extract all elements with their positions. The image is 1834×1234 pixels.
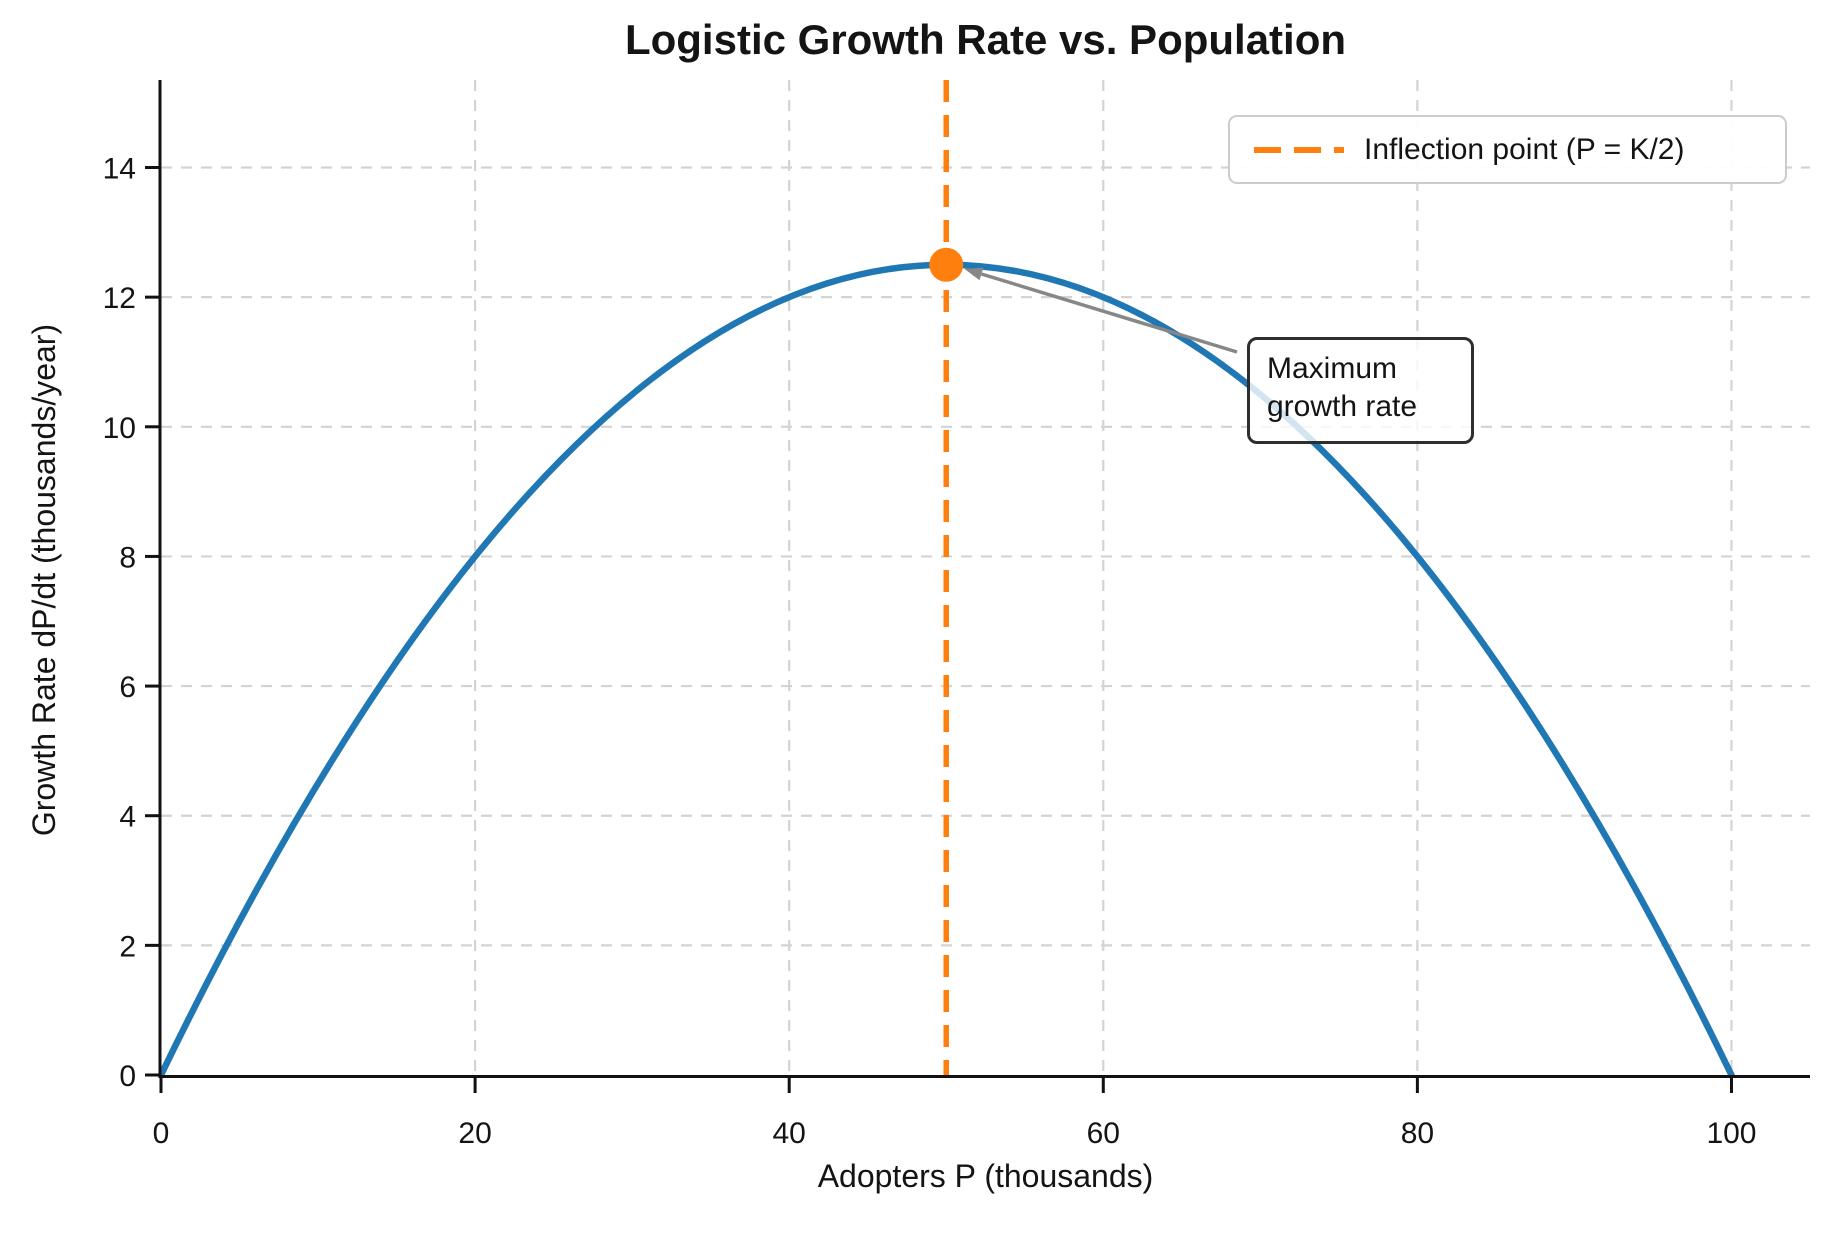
y-tick-label: 4 [119, 801, 136, 834]
y-tick-label: 12 [103, 282, 136, 315]
y-tick-label: 6 [119, 671, 136, 704]
x-tick-label: 0 [153, 1117, 170, 1150]
x-tick-label: 80 [1401, 1117, 1434, 1150]
legend-dashed-line-sample [1254, 146, 1344, 153]
y-tick-label: 0 [119, 1060, 136, 1093]
inflection-point-marker [929, 247, 964, 282]
y-axis-label: Growth Rate dP/dt (thousands/year) [26, 323, 62, 837]
y-tick-label: 2 [119, 930, 136, 963]
y-tick-label: 10 [103, 412, 136, 445]
annotation-box: Maximum growth rate [1247, 337, 1474, 444]
growth-rate-curve [157, 261, 1735, 1079]
x-tick-label: 100 [1706, 1117, 1756, 1150]
annotation-arrow-line [980, 272, 1238, 354]
annotation-line-2: growth rate [1267, 390, 1418, 423]
chart-title: Logistic Growth Rate vs. Population [624, 16, 1347, 63]
annotation-arrow-head [964, 267, 984, 281]
x-tick-label: 60 [1087, 1117, 1120, 1150]
legend-label: Inflection point (P = K/2) [1364, 132, 1685, 166]
x-axis-label: Adopters P (thousands) [817, 1158, 1154, 1194]
y-tick-label: 8 [119, 541, 136, 574]
x-tick-label: 20 [458, 1117, 491, 1150]
legend: Inflection point (P = K/2) [1228, 115, 1787, 184]
y-tick-label: 14 [103, 153, 136, 186]
x-tick-label: 40 [773, 1117, 806, 1150]
annotation-line-1: Maximum [1267, 352, 1398, 385]
